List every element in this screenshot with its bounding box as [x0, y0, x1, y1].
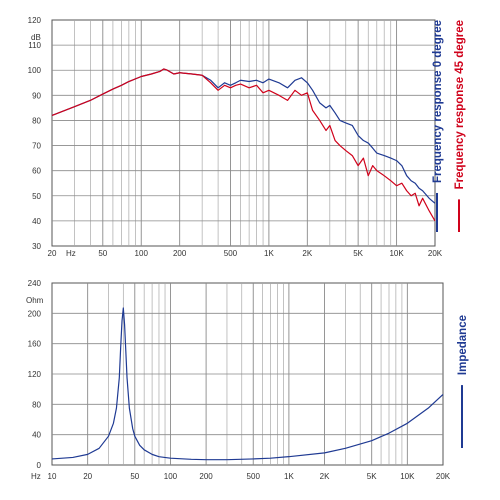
x-tick-label: 2K [320, 472, 330, 481]
y-tick-label: 50 [32, 192, 41, 201]
x-tick-label: 20K [428, 249, 443, 258]
x-tick-label: 5K [367, 472, 377, 481]
x-tick-label: 10 [48, 472, 57, 481]
y-tick-label: 70 [32, 142, 41, 151]
x-tick-label: 50 [130, 472, 139, 481]
series-lines [51, 68, 436, 222]
legend-label: Frequency response 0 degree [432, 20, 444, 183]
impedance-chart: 0 40 80 120 160 200 240 10 20 50 100 200 500 1K 2K 5K 10… [26, 279, 469, 481]
y-tick-label: 80 [32, 400, 41, 409]
x-unit-label: Hz [66, 249, 76, 258]
frequency-response-chart: 30 40 50 60 70 80 90 100 110 120 20 50 100 200 500 1K 2K… [28, 16, 466, 258]
legend: Impedance [457, 315, 469, 448]
y-tick-label: 160 [28, 340, 42, 349]
x-tick-label: 100 [164, 472, 178, 481]
y-unit-label: dB [31, 33, 41, 42]
series-line-2 [51, 68, 436, 222]
series-line-1 [51, 68, 436, 204]
y-tick-label: 100 [28, 66, 42, 75]
x-tick-label: 20 [48, 249, 57, 258]
y-tick-label: 90 [32, 91, 41, 100]
legend: Frequency response 0 degree Frequency res… [432, 20, 466, 232]
x-tick-label: 100 [135, 249, 149, 258]
x-tick-label: 20 [83, 472, 92, 481]
y-tick-label: 80 [32, 116, 41, 125]
legend-label: Frequency response 45 degree [454, 20, 466, 189]
series-lines [51, 307, 444, 461]
x-tick-label: 1K [264, 249, 274, 258]
y-tick-label: 40 [32, 217, 41, 226]
x-tick-label: 500 [224, 249, 238, 258]
x-tick-label: 200 [173, 249, 187, 258]
y-tick-label: 110 [28, 41, 41, 50]
grid [52, 283, 443, 465]
x-tick-label: 10K [389, 249, 404, 258]
y-tick-label: 200 [28, 309, 42, 318]
legend-label: Impedance [457, 315, 469, 375]
x-tick-label: 500 [247, 472, 261, 481]
x-tick-label: 5K [353, 249, 363, 258]
y-tick-label: 120 [28, 370, 42, 379]
y-unit-label: Ohm [26, 296, 44, 305]
y-tick-label: 0 [37, 461, 42, 470]
y-tick-label: 30 [32, 242, 41, 251]
plot-frame [51, 19, 436, 247]
x-tick-label: 10K [400, 472, 415, 481]
grid [52, 20, 435, 246]
x-tick-label: 200 [199, 472, 213, 481]
x-unit-label: Hz [31, 472, 41, 481]
series-line-1 [51, 307, 444, 461]
y-tick-label: 240 [28, 279, 42, 288]
x-tick-label: 50 [98, 249, 107, 258]
y-tick-label: 120 [28, 16, 42, 25]
tick-labels: 0 40 80 120 160 200 240 10 20 50 100 200 500 1K 2K 5K 10… [28, 279, 451, 481]
y-tick-label: 60 [32, 167, 41, 176]
y-tick-label: 40 [32, 431, 41, 440]
x-tick-label: 1K [284, 472, 294, 481]
x-tick-label: 2K [302, 249, 312, 258]
tick-labels: 30 40 50 60 70 80 90 100 110 120 20 50 100 200 500 1K 2K… [28, 16, 443, 258]
x-tick-label: 20K [436, 472, 451, 481]
